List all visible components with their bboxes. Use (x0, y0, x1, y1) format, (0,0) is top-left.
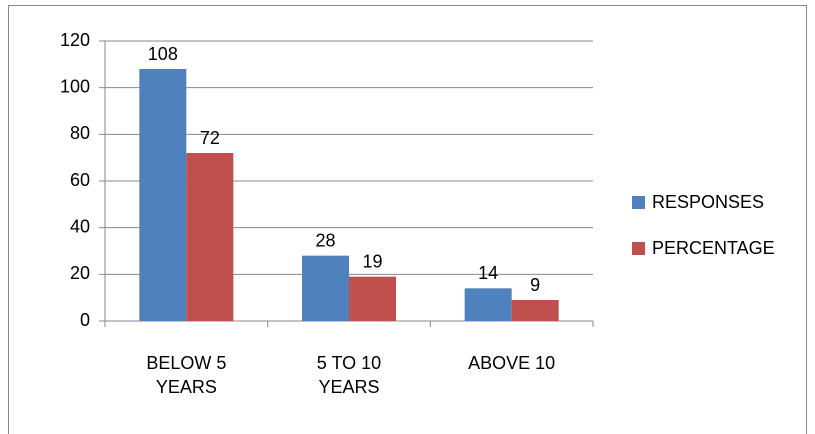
bar (139, 69, 187, 321)
data-label: 28 (315, 230, 335, 250)
bar (302, 255, 349, 321)
data-label: 14 (478, 263, 498, 283)
y-tick-label: 20 (70, 263, 90, 283)
legend-swatch (632, 242, 645, 255)
y-tick-label: 40 (70, 216, 90, 236)
data-label: 72 (200, 128, 220, 148)
data-label: 108 (148, 44, 178, 64)
x-tick-label: BELOW 5 YEARS (146, 353, 227, 397)
y-tick-label: 100 (60, 76, 90, 96)
legend-swatch (632, 196, 645, 209)
data-label: 19 (362, 251, 382, 271)
bar (186, 153, 234, 321)
legend-label: RESPONSES (652, 192, 764, 212)
y-tick-label: 80 (70, 123, 90, 143)
x-tick-label: ABOVE 10 (468, 353, 556, 373)
chart-border (8, 5, 807, 434)
bar (464, 288, 512, 321)
y-tick-label: 120 (60, 30, 90, 50)
bar (511, 300, 559, 321)
y-tick-label: 60 (70, 170, 90, 190)
legend-label: PERCENTAGE (652, 238, 775, 258)
data-label: 9 (530, 275, 540, 295)
bar (349, 276, 396, 321)
x-tick-label: 5 TO 10 YEARS (316, 353, 382, 397)
y-tick-label: 0 (80, 310, 90, 330)
